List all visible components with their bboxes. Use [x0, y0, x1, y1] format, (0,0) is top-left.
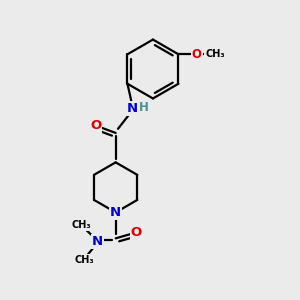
- Text: O: O: [192, 48, 202, 61]
- Text: CH₃: CH₃: [205, 49, 225, 59]
- Text: N: N: [92, 235, 103, 248]
- Text: O: O: [131, 226, 142, 239]
- Text: CH₃: CH₃: [71, 220, 91, 230]
- Text: N: N: [126, 102, 137, 115]
- Text: N: N: [110, 206, 121, 219]
- Text: O: O: [90, 119, 101, 132]
- Text: CH₃: CH₃: [74, 254, 94, 265]
- Text: H: H: [139, 100, 149, 113]
